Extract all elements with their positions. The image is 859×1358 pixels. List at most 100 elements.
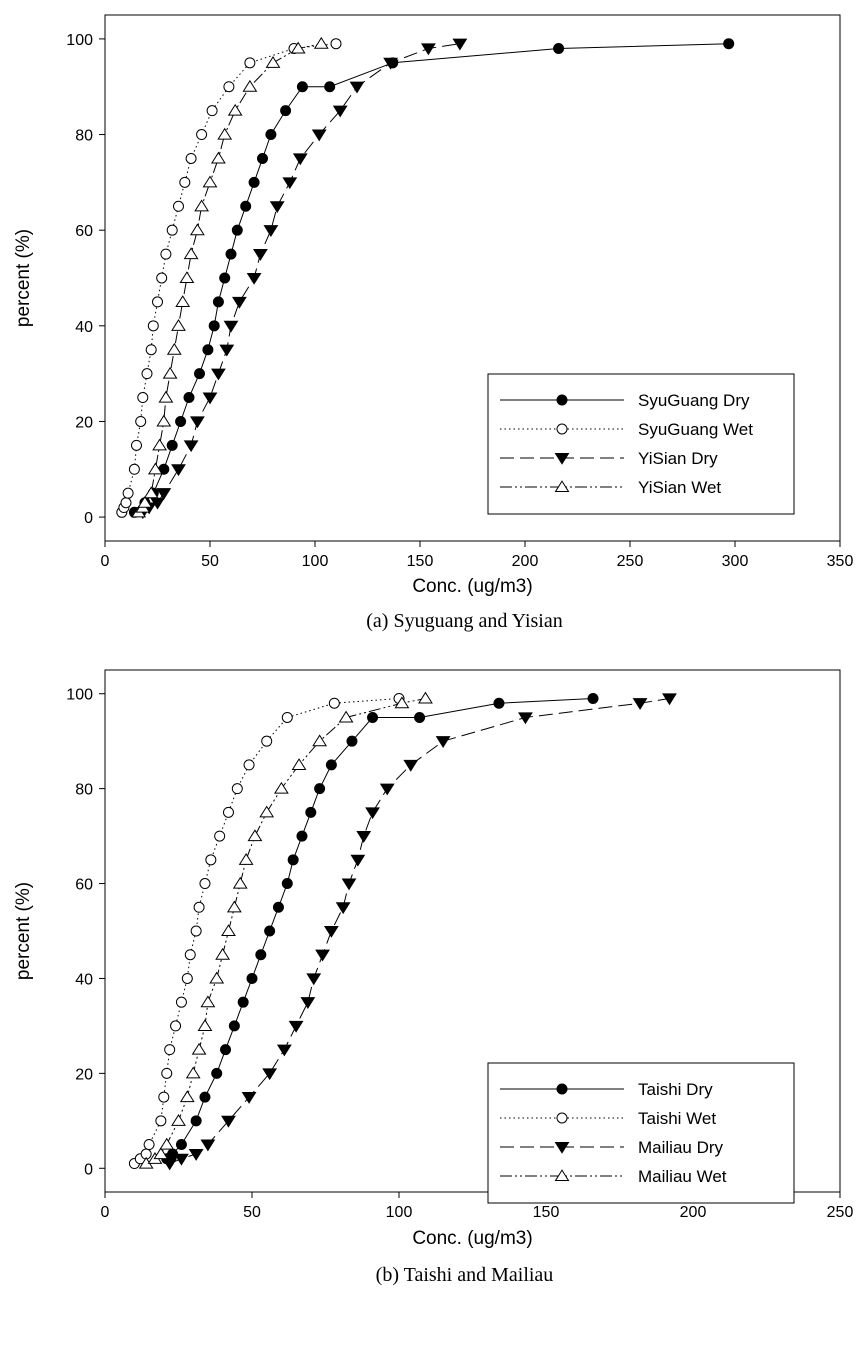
data-point bbox=[243, 759, 255, 771]
data-point bbox=[191, 1042, 207, 1055]
data-point bbox=[135, 415, 147, 427]
y-tick-label: 20 bbox=[75, 1066, 93, 1083]
x-tick-label: 0 bbox=[101, 1204, 110, 1221]
data-point bbox=[171, 1114, 186, 1126]
data-point bbox=[414, 711, 426, 723]
data-point bbox=[394, 696, 410, 709]
data-point bbox=[418, 691, 433, 704]
legend-box bbox=[487, 373, 795, 515]
data-point bbox=[314, 783, 326, 795]
data-point bbox=[287, 854, 299, 866]
data-point bbox=[181, 972, 193, 984]
data-point bbox=[183, 247, 199, 260]
data-point bbox=[173, 200, 184, 212]
data-point bbox=[174, 1153, 189, 1166]
data-point bbox=[232, 876, 248, 889]
data-point bbox=[211, 1067, 223, 1079]
data-point bbox=[265, 56, 281, 68]
data-point bbox=[237, 996, 249, 1008]
legend-label: SyuGuang Wet bbox=[638, 420, 753, 439]
data-point bbox=[518, 712, 533, 725]
data-point bbox=[166, 224, 178, 236]
data-point bbox=[175, 415, 187, 427]
data-point bbox=[238, 853, 254, 865]
data-point bbox=[162, 366, 178, 379]
data-point bbox=[315, 949, 330, 962]
data-point bbox=[323, 925, 339, 938]
legend: SyuGuang Dry SyuGuang Wet YiSian Dry YiSian… bbox=[487, 373, 795, 515]
y-tick-label: 80 bbox=[75, 128, 93, 145]
data-point bbox=[281, 878, 293, 890]
data-point bbox=[332, 105, 348, 118]
data-point bbox=[190, 1115, 202, 1127]
data-point bbox=[189, 416, 205, 429]
data-point bbox=[193, 901, 205, 913]
x-tick-label: 150 bbox=[533, 1204, 560, 1221]
legend-label: YiSian Wet bbox=[638, 478, 721, 497]
legend-marker bbox=[556, 394, 568, 406]
data-point bbox=[194, 199, 210, 212]
data-point bbox=[143, 1139, 155, 1151]
data-point bbox=[255, 949, 267, 961]
data-point bbox=[265, 129, 277, 141]
y-tick-label: 80 bbox=[75, 782, 93, 799]
data-point bbox=[330, 38, 342, 50]
legend-label: SyuGuang Dry bbox=[638, 391, 750, 410]
x-axis-label: Conc. (ug/m3) bbox=[412, 1228, 532, 1249]
data-point bbox=[166, 439, 178, 451]
data-point bbox=[632, 698, 648, 711]
legend-label: Mailiau Dry bbox=[638, 1138, 724, 1157]
data-point bbox=[335, 902, 351, 915]
data-point bbox=[242, 79, 258, 92]
series-mailiau-dry bbox=[162, 693, 677, 1171]
data-point bbox=[312, 734, 328, 747]
data-point bbox=[137, 495, 153, 508]
data-point bbox=[264, 925, 276, 937]
data-point bbox=[175, 295, 191, 307]
y-tick-label: 100 bbox=[66, 32, 93, 49]
data-point bbox=[170, 1020, 182, 1032]
data-point bbox=[147, 462, 163, 475]
legend-label: Taishi Wet bbox=[638, 1109, 716, 1128]
legend-marker bbox=[554, 452, 570, 465]
data-point bbox=[252, 249, 268, 261]
data-point bbox=[161, 1067, 173, 1079]
data-point bbox=[188, 1148, 204, 1161]
data-point bbox=[175, 996, 187, 1008]
data-point bbox=[356, 831, 372, 843]
legend-marker bbox=[554, 1169, 570, 1182]
x-tick-label: 250 bbox=[827, 1204, 854, 1221]
data-point bbox=[228, 1020, 240, 1032]
series-mailiau-wet bbox=[138, 691, 433, 1169]
data-point bbox=[197, 1019, 213, 1031]
y-axis-label: percent (%) bbox=[13, 882, 34, 980]
data-point bbox=[147, 320, 159, 332]
data-point bbox=[171, 319, 186, 331]
data-point bbox=[281, 711, 293, 723]
data-point bbox=[325, 759, 337, 771]
data-point bbox=[350, 854, 366, 867]
data-point bbox=[153, 1147, 169, 1160]
data-point bbox=[244, 57, 256, 69]
data-point bbox=[184, 949, 196, 961]
data-point bbox=[226, 900, 242, 913]
data-point bbox=[341, 878, 357, 891]
data-point bbox=[214, 830, 226, 842]
data-point bbox=[217, 127, 233, 140]
legend-label: YiSian Dry bbox=[638, 449, 718, 468]
data-point bbox=[662, 693, 677, 706]
y-tick-label: 60 bbox=[75, 877, 93, 894]
x-tick-label: 150 bbox=[407, 553, 434, 570]
data-point bbox=[263, 225, 279, 237]
data-point bbox=[128, 463, 140, 475]
data-point bbox=[296, 830, 308, 842]
data-point bbox=[261, 735, 273, 747]
data-point bbox=[179, 271, 195, 284]
data-point bbox=[152, 438, 168, 451]
data-point bbox=[328, 697, 340, 709]
data-point bbox=[276, 1044, 292, 1057]
x-tick-label: 100 bbox=[386, 1204, 413, 1221]
data-point bbox=[306, 973, 322, 986]
data-point bbox=[246, 972, 258, 984]
